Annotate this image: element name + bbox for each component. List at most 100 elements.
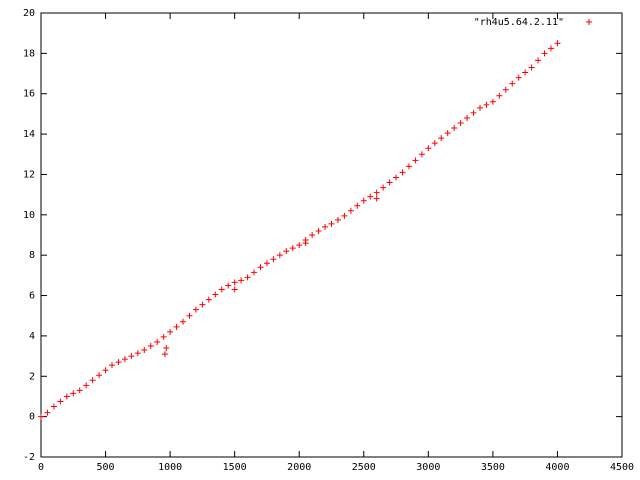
y-tick-label: -2: [23, 452, 35, 463]
point: [63, 393, 70, 400]
y-tick-label: 6: [29, 291, 35, 302]
point: [147, 343, 154, 349]
point: [438, 135, 445, 142]
point: [89, 377, 96, 384]
y-tick-label: 20: [23, 8, 35, 19]
point: [386, 179, 393, 186]
point: [205, 296, 212, 303]
x-tick-label: 1500: [223, 462, 247, 473]
point: [360, 197, 367, 204]
point: [167, 328, 174, 335]
point: [496, 92, 503, 99]
point: [238, 277, 245, 284]
y-tick-label: 4: [29, 331, 35, 342]
x-tick-label: 500: [97, 462, 115, 473]
point: [418, 151, 425, 158]
point: [412, 157, 419, 164]
point: [257, 264, 264, 271]
point: [489, 98, 496, 105]
plot-frame: [40, 12, 623, 458]
point: [225, 282, 232, 289]
point: [541, 50, 548, 57]
point: [309, 232, 316, 238]
point: [322, 223, 329, 230]
x-tick-label: 4000: [545, 462, 569, 473]
x-tick-label: 3500: [481, 462, 505, 473]
x-tick-label: 2500: [352, 462, 376, 473]
point: [192, 306, 199, 313]
point: [522, 69, 529, 76]
point: [502, 86, 509, 93]
point: [160, 333, 167, 340]
point: [276, 252, 283, 259]
point: [231, 286, 238, 293]
y-tick-label: 14: [23, 129, 35, 140]
point: [296, 242, 303, 249]
point: [44, 409, 51, 416]
point: [431, 140, 438, 147]
point: [163, 345, 170, 352]
point: [244, 274, 251, 281]
point: [283, 248, 290, 255]
point: [180, 318, 187, 325]
point: [315, 227, 322, 234]
point: [354, 202, 361, 209]
point: [70, 390, 77, 397]
point: [115, 359, 122, 366]
point: [231, 279, 238, 286]
legend-label: "rh4u5.64.2.11": [474, 17, 564, 28]
point: [161, 351, 168, 358]
point: [451, 125, 458, 132]
point: [425, 145, 432, 152]
point: [334, 216, 341, 223]
point: [470, 109, 477, 116]
point: [134, 350, 141, 357]
x-tick-label: 0: [38, 462, 44, 473]
point: [347, 207, 354, 214]
y-tick-label: 10: [23, 210, 35, 221]
y-tick-label: 16: [23, 89, 35, 100]
x-tick-label: 2000: [287, 462, 311, 473]
point: [554, 40, 561, 47]
point: [141, 347, 148, 354]
point: [457, 119, 464, 126]
y-tick-label: 0: [29, 412, 35, 423]
point: [173, 323, 180, 330]
y-tick-label: 2: [29, 371, 35, 382]
point: [218, 286, 225, 293]
point: [57, 398, 64, 405]
point: [341, 212, 348, 219]
point: [380, 184, 387, 191]
point: [121, 356, 128, 363]
point: [128, 353, 135, 360]
point: [535, 57, 542, 64]
point: [515, 74, 522, 81]
y-tick-label: 8: [29, 250, 35, 261]
point: [83, 382, 90, 389]
point: [509, 80, 516, 87]
point: [373, 189, 380, 196]
point: [154, 338, 161, 345]
point: [328, 220, 335, 227]
legend-marker: [586, 19, 592, 25]
point: [367, 193, 374, 200]
point: [373, 195, 380, 202]
x-tick-label: 3000: [416, 462, 440, 473]
y-tick-label: 18: [23, 48, 35, 59]
point: [109, 362, 116, 369]
point: [464, 114, 471, 121]
point: [405, 163, 412, 170]
point: [76, 387, 83, 394]
point: [186, 312, 193, 319]
point: [212, 291, 219, 298]
point: [96, 372, 103, 379]
point: [38, 413, 44, 420]
point: [302, 240, 309, 247]
point: [483, 101, 490, 108]
point: [102, 367, 109, 374]
point: [270, 256, 277, 263]
point: [399, 169, 406, 176]
point: [528, 64, 535, 71]
point: [444, 130, 451, 137]
